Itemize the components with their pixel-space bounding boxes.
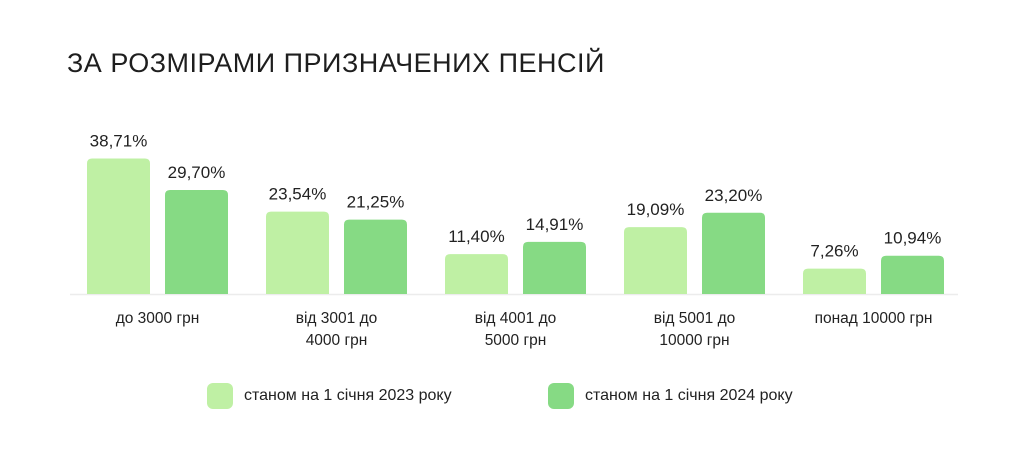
- category-label: від 5001 до: [654, 310, 735, 327]
- legend-swatch: [548, 383, 574, 409]
- category-label: 4000 грн: [306, 332, 368, 349]
- category-label: від 3001 до: [296, 310, 377, 327]
- bar: [344, 219, 407, 294]
- legend-label: станом на 1 січня 2023 року: [244, 387, 452, 404]
- data-label: 19,09%: [627, 200, 685, 219]
- data-label: 23,20%: [705, 186, 763, 205]
- data-label: 21,25%: [347, 193, 405, 212]
- data-label: 29,70%: [168, 163, 226, 182]
- category-label: понад 10000 грн: [815, 310, 933, 327]
- category-label: до 3000 грн: [116, 310, 200, 327]
- category-label: 10000 грн: [659, 332, 729, 349]
- bar: [445, 254, 508, 294]
- data-label: 7,26%: [810, 242, 858, 261]
- data-label: 10,94%: [884, 229, 942, 248]
- legend-swatch: [207, 383, 233, 409]
- data-label: 11,40%: [448, 227, 504, 246]
- bar: [624, 227, 687, 294]
- data-label: 38,71%: [90, 132, 148, 151]
- category-label: 5000 грн: [485, 332, 547, 349]
- data-label: 14,91%: [526, 215, 584, 234]
- bar: [266, 211, 329, 294]
- bar: [165, 190, 228, 294]
- data-label: 23,54%: [269, 185, 327, 204]
- legend-label: станом на 1 січня 2024 року: [585, 387, 793, 404]
- category-label: від 4001 до: [475, 310, 556, 327]
- bar: [87, 158, 150, 294]
- legend-item-2023: станом на 1 січня 2023 року: [207, 383, 452, 409]
- chart-title: ЗА РОЗМІРАМИ ПРИЗНАЧЕНИХ ПЕНСІЙ: [67, 48, 605, 78]
- bar: [702, 212, 765, 294]
- bar: [523, 241, 586, 294]
- legend-item-2024: станом на 1 січня 2024 року: [548, 383, 793, 409]
- bar: [881, 255, 944, 294]
- bar: [803, 268, 866, 294]
